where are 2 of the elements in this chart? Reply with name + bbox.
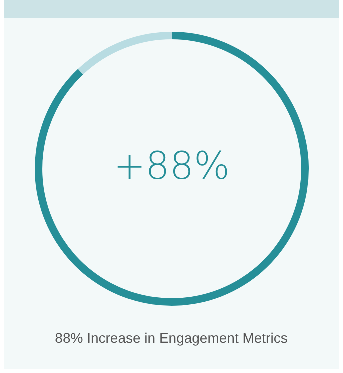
text: 88% Increase in Engagement Metrics bbox=[54, 330, 289, 346]
text: +88% bbox=[114, 144, 230, 188]
